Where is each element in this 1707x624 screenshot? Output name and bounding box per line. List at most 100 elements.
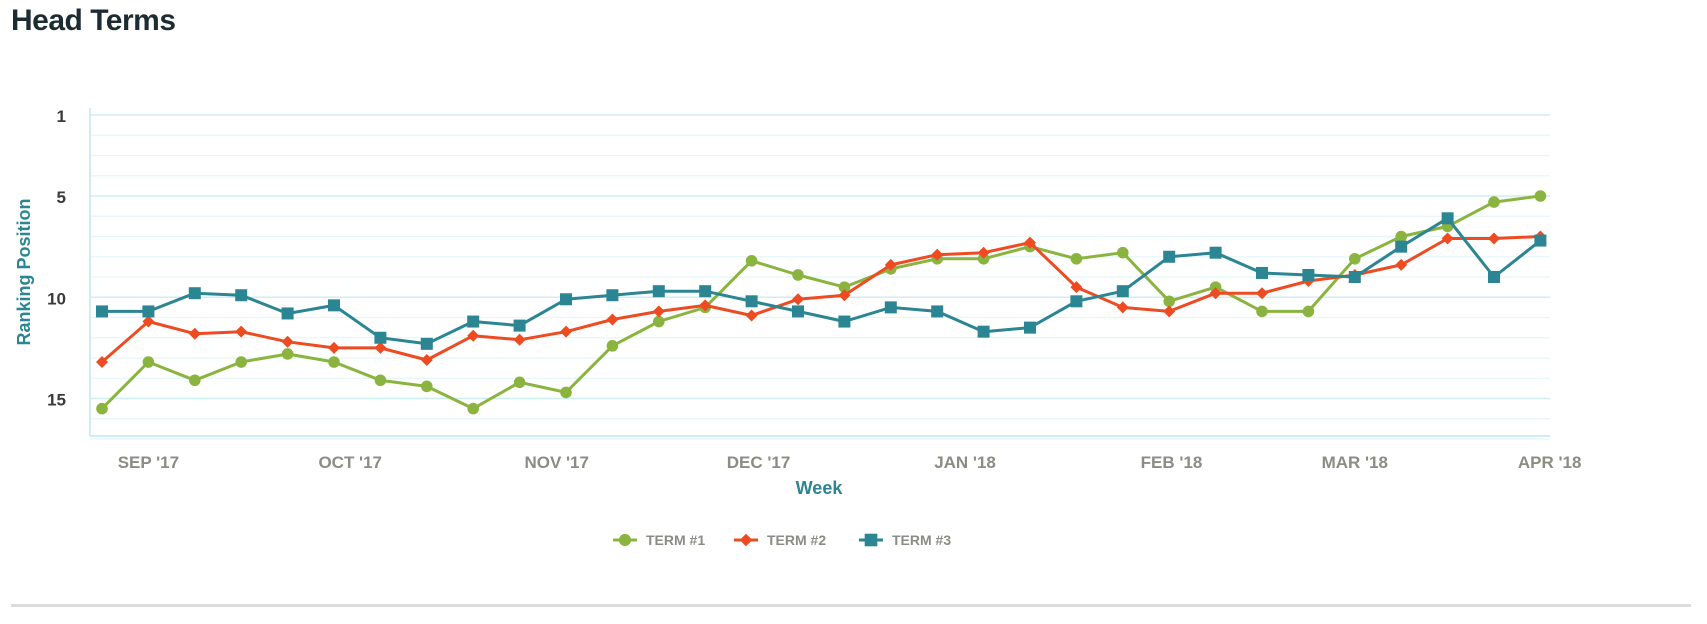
data-point — [745, 309, 758, 322]
legend-item: TERM #1 — [613, 532, 705, 548]
data-point — [1117, 246, 1129, 259]
legend-item: TERM #2 — [734, 532, 826, 548]
data-point — [606, 289, 619, 302]
legend-marker — [739, 533, 753, 547]
x-axis-title: Week — [796, 478, 844, 498]
data-point — [1070, 281, 1083, 294]
data-point — [421, 380, 433, 393]
data-point — [792, 293, 804, 306]
page-title: Head Terms — [11, 4, 176, 37]
data-point — [1302, 268, 1315, 281]
data-point — [977, 246, 990, 259]
legend-label: TERM #1 — [646, 532, 705, 548]
data-point — [1441, 212, 1454, 225]
data-point — [699, 299, 712, 312]
data-point — [884, 301, 897, 314]
data-point — [745, 295, 758, 308]
data-point — [1534, 190, 1547, 202]
y-tick-label: 5 — [57, 188, 66, 207]
data-point — [653, 315, 665, 328]
y-tick-label: 1 — [57, 107, 66, 126]
data-point — [188, 327, 201, 340]
data-point — [560, 386, 572, 399]
data-point — [467, 329, 480, 342]
series-term-3 — [96, 212, 1547, 350]
bottom-divider — [11, 604, 1691, 607]
data-point — [467, 315, 480, 328]
data-point — [931, 305, 944, 318]
data-point — [1256, 305, 1268, 318]
data-point — [884, 258, 897, 271]
legend-label: TERM #2 — [767, 532, 826, 548]
data-point — [745, 254, 758, 267]
data-point — [374, 331, 387, 344]
data-point — [96, 305, 108, 318]
data-point — [1070, 295, 1083, 308]
data-point — [1116, 301, 1129, 314]
y-axis-title: Ranking Position — [14, 198, 34, 345]
data-point — [1488, 232, 1500, 245]
data-point — [374, 374, 387, 387]
legend-marker — [618, 533, 632, 547]
data-point — [1163, 250, 1176, 263]
data-point — [189, 374, 201, 387]
data-point — [513, 333, 526, 346]
legend-marker — [864, 533, 878, 547]
data-point — [1024, 321, 1036, 334]
data-point — [188, 287, 201, 300]
chart-legend: TERM #1 TERM #2 TERM #3 — [613, 532, 951, 548]
x-tick-label: DEC '17 — [727, 453, 791, 472]
data-point — [142, 315, 155, 328]
data-point — [560, 293, 572, 306]
data-point — [1441, 232, 1454, 245]
data-point — [1256, 266, 1268, 279]
data-point — [374, 341, 387, 354]
data-point — [606, 313, 619, 326]
data-point — [281, 348, 294, 360]
legend-item: TERM #3 — [859, 532, 951, 548]
data-point — [977, 252, 990, 265]
data-point — [1395, 240, 1408, 253]
data-point — [1024, 236, 1036, 249]
data-point — [420, 354, 433, 367]
data-point — [1209, 281, 1222, 293]
data-point — [1534, 234, 1547, 247]
data-point — [838, 289, 851, 302]
data-point — [328, 356, 340, 368]
data-point — [1209, 287, 1222, 300]
x-tick-label: MAR '18 — [1322, 453, 1388, 472]
data-point — [328, 341, 340, 354]
plot-area — [90, 108, 1550, 436]
data-point — [142, 305, 155, 318]
x-tick-label: JAN '18 — [934, 453, 996, 472]
x-tick-label: OCT '17 — [318, 453, 382, 472]
x-tick-label: SEP '17 — [118, 453, 179, 472]
data-point — [1163, 305, 1176, 318]
data-point — [838, 315, 851, 328]
plot-background — [90, 108, 1550, 436]
data-point — [699, 285, 712, 298]
data-point — [792, 305, 804, 318]
data-point — [420, 337, 433, 350]
data-point — [931, 248, 944, 261]
y-tick-label: 10 — [47, 289, 66, 308]
series-group — [96, 190, 1547, 415]
data-point — [652, 305, 665, 318]
data-point — [560, 325, 572, 338]
data-point — [1395, 230, 1407, 243]
data-point — [1163, 295, 1175, 308]
data-point — [235, 289, 248, 302]
x-tick-label: NOV '17 — [524, 453, 589, 472]
data-point — [328, 299, 340, 312]
data-point — [792, 269, 804, 281]
data-point — [467, 402, 480, 415]
data-point — [513, 319, 526, 332]
data-point — [1395, 258, 1408, 271]
x-tick-label: FEB '18 — [1141, 453, 1203, 472]
axes — [89, 108, 1550, 437]
data-point — [977, 325, 990, 338]
data-point — [1256, 287, 1268, 300]
data-point — [96, 402, 108, 415]
